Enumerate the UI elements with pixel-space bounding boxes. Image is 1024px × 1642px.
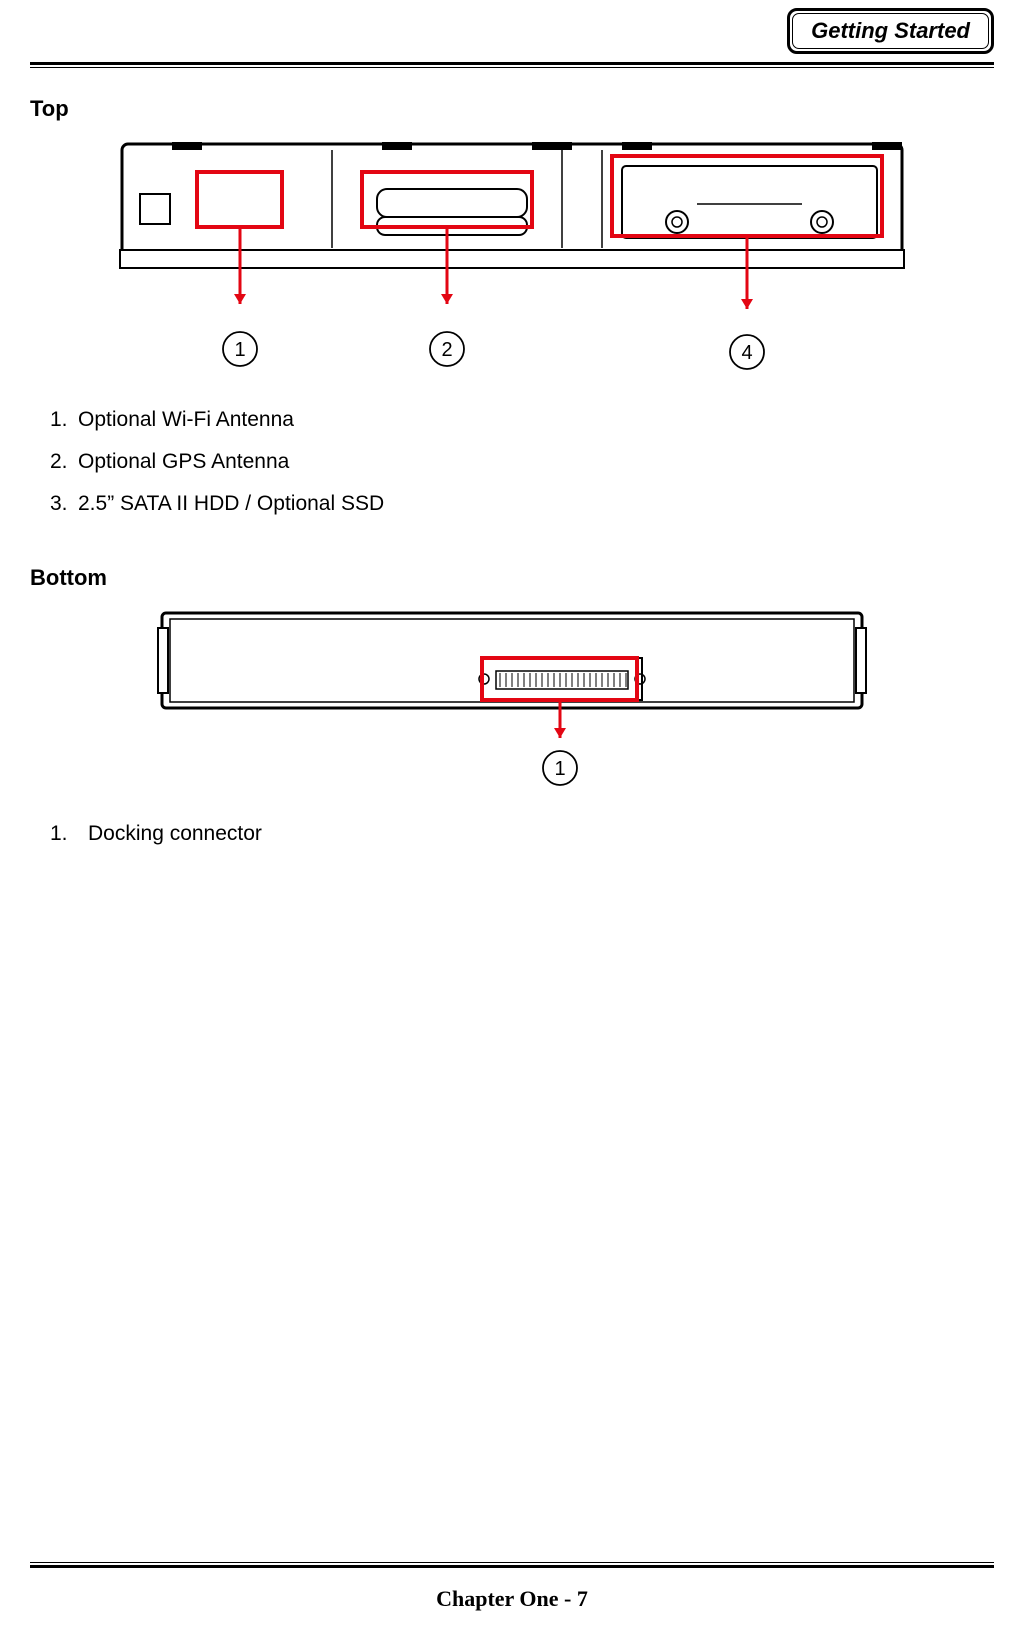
bottom-section-title: Bottom [30,565,994,591]
list-text: 2.5” SATA II HDD / Optional SSD [78,483,384,525]
svg-text:4: 4 [741,342,752,364]
svg-text:2: 2 [441,339,452,361]
bottom-diagram: 1 [30,603,994,793]
list-text: Optional GPS Antenna [78,441,289,483]
top-list: 1. Optional Wi-Fi Antenna 2. Optional GP… [50,399,994,525]
header-rule-thin [30,67,994,68]
header-badge: Getting Started [787,8,994,54]
list-item: 1. Docking connector [50,813,994,855]
header-badge-label: Getting Started [792,13,989,49]
list-item: 2. Optional GPS Antenna [50,441,994,483]
top-section-title: Top [30,96,994,122]
bottom-list: 1. Docking connector [50,813,994,855]
top-diagram: 1 2 4 [30,134,994,379]
footer-rule-thin [30,1562,994,1563]
page-header: Getting Started [30,0,994,60]
list-item: 1. Optional Wi-Fi Antenna [50,399,994,441]
list-num: 1. [50,813,88,855]
svg-text:1: 1 [234,339,245,361]
list-text: Optional Wi-Fi Antenna [78,399,294,441]
svg-text:1: 1 [554,758,565,780]
footer-rule-thick [30,1565,994,1568]
footer-text: Chapter One - 7 [30,1586,994,1612]
header-rule-thick [30,62,994,65]
list-item: 3. 2.5” SATA II HDD / Optional SSD [50,483,994,525]
list-num: 2. [50,441,78,483]
list-num: 1. [50,399,78,441]
list-num: 3. [50,483,78,525]
list-text: Docking connector [88,813,262,855]
page-footer: Chapter One - 7 [30,1560,994,1612]
